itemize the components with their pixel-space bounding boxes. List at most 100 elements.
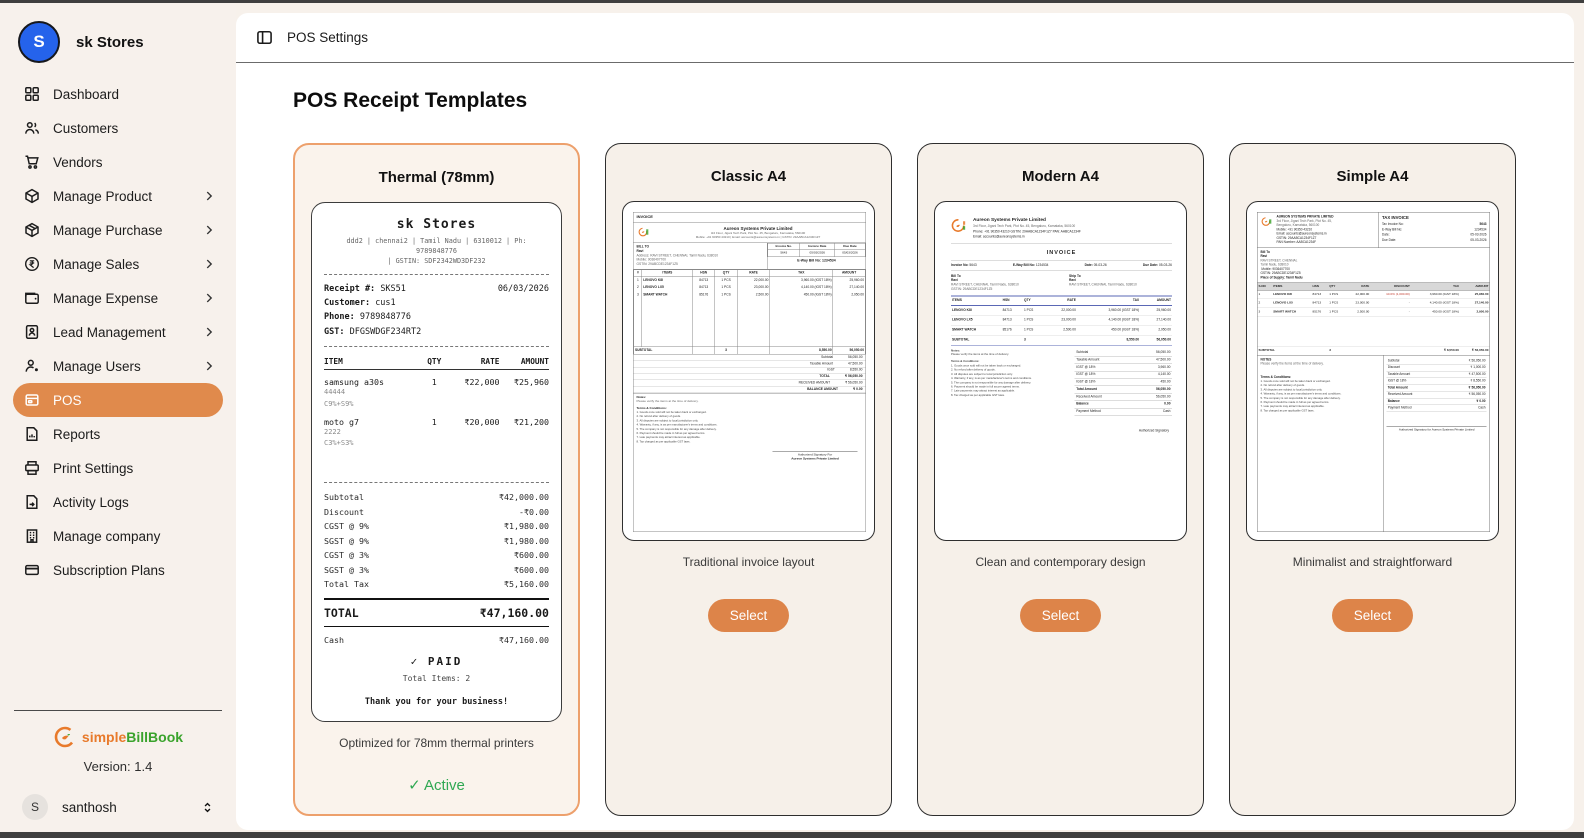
company-logo <box>1261 217 1272 226</box>
sidebar-item-lead-management[interactable]: Lead Management <box>0 315 236 349</box>
items-count: Total Items: 2 <box>402 674 471 684</box>
sidebar-item-label: Customers <box>53 120 119 136</box>
pos-terminal-icon <box>25 394 39 406</box>
receipt-item-row: moto g7 1 ₹20,000 ₹21,200 2222 C3%+S3% <box>324 416 549 447</box>
sidebar-toggle-icon[interactable] <box>256 29 273 46</box>
sidebar-item-label: Lead Management <box>53 324 166 340</box>
ship-to-block: Ship To Ravi RAVI STREET, CHENNAI, Tamil… <box>1069 274 1137 287</box>
simplebillbook-wordmark: simpleBillBook <box>81 729 184 745</box>
receipt-store-address: ddd2 | chennai2 | Tamil Nadu | 6310012 |… <box>346 237 527 266</box>
eway-bill: E-Way Bill No: 1234534 <box>797 258 836 263</box>
window-top-edge <box>0 0 1584 3</box>
invoice-subtotal-row: SUBTOTAL 3 8,550.00 56,050.00 <box>951 334 1172 346</box>
invoice-item-row: 1 LENOVO K8I 84713 1 PCS 22,000.00 3,960.00 (… <box>633 276 866 285</box>
company-address: 3rd Floor, Jigani Tech Park, Plot No. 45… <box>973 224 1076 228</box>
simple-invoice-preview: AUREON SYSTEMS PRIVATE LIMITED 3rd Floor… <box>1246 201 1499 541</box>
invoice-item-row: LENOVO K8I 84713 1 PCS 22,000.00 3,960.00 (I… <box>951 305 1172 316</box>
summary-row: SGST @ 3% ₹600.00 <box>324 564 549 575</box>
invoice-totals: Subtotal 56,050.00 Taxable Amount 47,500.0… <box>1074 350 1172 433</box>
invoice-subtotal-row: SUBTOTAL 3 8,550.00 56,050.00 <box>633 346 866 355</box>
company-logo <box>638 227 649 237</box>
modern-invoice-preview: Aureon Systems Private Limited 3rd Floor… <box>934 201 1187 541</box>
invoice-items-table: ITEMS HSN QTY RATE TAX AMOUNT LENOVO K8I 84713… <box>951 295 1172 346</box>
sidebar-item-manage-product[interactable]: Manage Product <box>0 179 236 213</box>
sidebar-item-vendors[interactable]: Vendors <box>0 145 236 179</box>
receipt-number-row: Receipt #: SKS51 06/03/2026 <box>324 282 549 296</box>
window-bottom-edge <box>0 832 1584 838</box>
template-caption: Minimalist and straightforward <box>1292 555 1453 569</box>
invoice-notes: Notes: Please verify the items at the ti… <box>951 349 1068 527</box>
sidebar-item-subscription-plans[interactable]: Subscription Plans <box>0 553 236 587</box>
company-name: AUREON SYSTEMS PRIVATE LIMITED <box>1276 215 1334 219</box>
company-name: Aureon Systems Private Limited <box>973 217 1046 223</box>
invoice-tag: INVOICE <box>633 213 866 223</box>
classic-invoice-preview: INVOICE Aureon Systems Private Limited 3… <box>622 201 875 541</box>
company-email: Email: accounts@aureonsystems.in <box>973 235 1025 239</box>
chevron-right-icon <box>202 223 216 237</box>
sidebar-nav: Dashboard Customers Vendors Manage Produ… <box>0 77 236 587</box>
invoice-item-row: 3 SMART WATCH 85176 1 PCS 2,500.00-450.00 (I… <box>1257 307 1490 317</box>
invoice-items-table: # ITEMS HSN QTY RATE TAX AMOUNT 1 LENOVO K8I 847… <box>633 269 866 355</box>
sidebar-item-manage-expense[interactable]: Manage Expense <box>0 281 236 315</box>
package-icon <box>25 188 39 204</box>
sidebar-item-reports[interactable]: Reports <box>0 417 236 451</box>
receipt-table-header: ITEM QTY RATE AMOUNT <box>324 354 549 371</box>
select-modern-button[interactable]: Select <box>1019 599 1102 632</box>
company-name: Aureon Systems Private Limited <box>723 225 793 231</box>
sidebar-item-manage-users[interactable]: Manage Users <box>0 349 236 383</box>
active-status-badge: ✓ Active <box>408 777 465 795</box>
summary-row: CGST @ 9% ₹1,980.00 <box>324 521 549 532</box>
sidebar-item-label: Manage company <box>53 528 161 544</box>
sidebar-item-manage-purchase[interactable]: Manage Purchase <box>0 213 236 247</box>
paid-stamp: ✓ PAID <box>410 655 463 669</box>
user-name: santhosh <box>62 799 117 815</box>
select-simple-button[interactable]: Select <box>1331 599 1414 632</box>
company-contact: Mobile: +91 90350 43210 | Email: account… <box>695 236 821 240</box>
terms-list: 1. Goods once sold will not be taken bac… <box>1260 380 1342 413</box>
sidebar-item-pos[interactable]: POS <box>13 383 223 417</box>
invoice-heading: TAX INVOICE <box>1381 215 1409 220</box>
sidebar-footer: simpleBillBook Version: 1.4 S santhosh <box>0 700 236 826</box>
report-doc-icon <box>26 427 38 441</box>
brand: S sk Stores <box>0 13 236 77</box>
receipt-date: 06/03/2026 <box>497 283 549 294</box>
receipt-phone-row: Phone: 9789848776 <box>324 312 412 323</box>
main-panel: POS Settings POS Receipt Templates Therm… <box>236 13 1574 830</box>
receipt-total-row: TOTAL ₹47,160.00 <box>324 597 549 627</box>
sidebar-item-manage-company[interactable]: Manage company <box>0 519 236 553</box>
template-card-classic[interactable]: Classic A4 INVOICE Aureon Systems Privat… <box>605 143 892 817</box>
template-title: Thermal (78mm) <box>378 169 495 186</box>
bill-to-block: Bill To Ravi RAVI STREET, CHENNAI, Tamil… <box>1257 248 1490 283</box>
version-label: Version: 1.4 <box>83 759 153 774</box>
sidebar-item-dashboard[interactable]: Dashboard <box>0 77 236 111</box>
sidebar-item-customers[interactable]: Customers <box>0 111 236 145</box>
user-menu[interactable]: S santhosh <box>0 788 236 826</box>
sidebar: S sk Stores Dashboard Customers Vendors … <box>0 3 236 832</box>
select-classic-button[interactable]: Select <box>707 599 790 632</box>
template-cards: Thermal (78mm) sk Stores ddd2 | chennai2… <box>293 143 1518 817</box>
template-card-modern[interactable]: Modern A4 Aureon Systems Private Limited… <box>917 143 1204 817</box>
topbar: POS Settings <box>236 13 1574 63</box>
sidebar-item-print-settings[interactable]: Print Settings <box>0 451 236 485</box>
invoice-meta-block: Invoice No. Invoice Date Due Date 5643 0… <box>766 243 866 269</box>
sidebar-item-manage-sales[interactable]: Manage Sales <box>0 247 236 281</box>
sidebar-divider <box>14 710 222 711</box>
chevron-right-icon <box>202 189 216 203</box>
signature-block: Authorized Signatory <box>1138 428 1169 433</box>
invoice-item-row: SMART WATCH 85176 1 PCS 2,500.00 450.00 (IGS… <box>951 325 1172 336</box>
template-card-simple[interactable]: Simple A4 AUREON SYSTEMS PRIVATE LIMITED… <box>1229 143 1516 817</box>
brand-name: sk Stores <box>76 33 144 51</box>
signature-block: Authorized Signatory for Aureon Systems … <box>1386 425 1487 432</box>
invoice-items-table: S.NO ITEMS HSN QTY RATE DISCOUNT TAX AMOUNT 1 LE… <box>1257 283 1490 356</box>
invoice-subtotal-row: SUBTOTAL 3 ₹ 8,550.00 ₹ 56,050.00 <box>1257 346 1490 356</box>
chevron-right-icon <box>202 291 216 305</box>
company-logo <box>951 219 966 232</box>
summary-row: CGST @ 3% ₹600.00 <box>324 550 549 561</box>
sidebar-item-label: Subscription Plans <box>53 562 165 578</box>
sidebar-item-label: Activity Logs <box>53 494 129 510</box>
summary-row: Subtotal ₹42,000.00 <box>324 492 549 503</box>
template-title: Modern A4 <box>1022 168 1099 185</box>
template-card-thermal[interactable]: Thermal (78mm) sk Stores ddd2 | chennai2… <box>293 143 580 817</box>
sidebar-item-activity-logs[interactable]: Activity Logs <box>0 485 236 519</box>
invoice-item-row: LENOVO LX5 84713 1 PCS 23,000.00 4,140.00 (I… <box>951 315 1172 326</box>
